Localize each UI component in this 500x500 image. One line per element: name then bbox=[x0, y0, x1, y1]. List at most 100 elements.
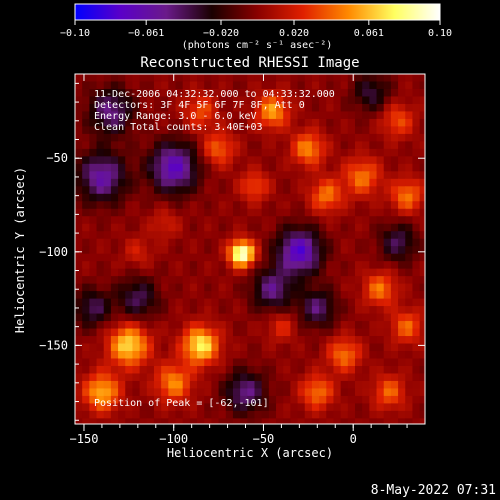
heatmap-cell bbox=[412, 388, 421, 397]
heatmap-cell bbox=[75, 410, 83, 419]
heatmap-cell bbox=[290, 388, 299, 397]
heatmap-cell bbox=[197, 246, 205, 255]
heatmap-cell bbox=[225, 268, 234, 277]
heatmap-cell bbox=[276, 193, 284, 202]
heatmap-cell bbox=[125, 321, 134, 330]
heatmap-cell bbox=[211, 133, 220, 142]
heatmap-cell bbox=[96, 178, 105, 187]
heatmap-cell bbox=[268, 171, 277, 180]
heatmap-cell bbox=[283, 81, 291, 90]
heatmap-cell bbox=[283, 186, 291, 195]
heatmap-cell bbox=[110, 238, 119, 247]
heatmap-cell bbox=[197, 201, 205, 210]
heatmap-cell bbox=[311, 178, 320, 187]
heatmap-cell bbox=[268, 261, 277, 270]
heatmap-cell bbox=[276, 133, 284, 142]
heatmap-cell bbox=[225, 418, 234, 424]
heatmap-cell bbox=[153, 261, 162, 270]
heatmap-cell bbox=[290, 111, 299, 120]
heatmap-cell bbox=[347, 126, 356, 135]
heatmap-cell bbox=[197, 74, 205, 83]
heatmap-cell bbox=[340, 148, 349, 157]
heatmap-cell bbox=[304, 261, 313, 270]
heatmap-cell bbox=[125, 403, 134, 412]
heatmap-cell bbox=[211, 380, 220, 390]
heatmap-cell bbox=[161, 276, 169, 285]
heatmap-cell bbox=[333, 186, 342, 195]
heatmap-cell bbox=[110, 103, 119, 113]
heatmap-cell bbox=[175, 291, 184, 300]
heatmap-cell bbox=[82, 395, 90, 405]
heatmap-cell bbox=[197, 253, 205, 262]
heatmap-cell bbox=[419, 171, 425, 180]
heatmap-cell bbox=[225, 88, 234, 98]
heatmap-cell bbox=[383, 193, 392, 202]
heatmap-cell bbox=[247, 388, 256, 397]
heatmap-cell bbox=[419, 103, 425, 113]
heatmap-cell bbox=[297, 223, 306, 232]
heatmap-cell bbox=[96, 231, 105, 240]
heatmap-cell bbox=[161, 148, 169, 157]
heatmap-cell bbox=[340, 223, 349, 232]
heatmap-cell bbox=[132, 358, 141, 367]
heatmap-cell bbox=[153, 306, 162, 315]
heatmap-cell bbox=[419, 388, 425, 397]
heatmap-cell bbox=[304, 365, 313, 375]
heatmap-cell bbox=[412, 336, 421, 345]
heatmap-cell bbox=[175, 283, 184, 292]
heatmap-cell bbox=[89, 148, 98, 157]
heatmap-cell bbox=[189, 321, 198, 330]
heatmap-cell bbox=[182, 418, 191, 424]
heatmap-cell bbox=[118, 291, 126, 300]
heatmap-cell bbox=[168, 178, 177, 187]
heatmap-cell bbox=[182, 351, 191, 360]
heatmap-cell bbox=[204, 238, 213, 247]
heatmap-cell bbox=[319, 163, 327, 172]
heatmap-cell bbox=[304, 156, 313, 165]
heatmap-cell bbox=[153, 171, 162, 180]
heatmap-cell bbox=[232, 118, 241, 128]
heatmap-cell bbox=[240, 336, 248, 345]
heatmap-cell bbox=[398, 193, 406, 202]
heatmap-cell bbox=[240, 388, 248, 397]
heatmap-cell bbox=[405, 246, 414, 255]
heatmap-cell bbox=[326, 328, 335, 337]
heatmap-cell bbox=[390, 268, 399, 277]
heatmap-cell bbox=[268, 418, 277, 424]
heatmap-cell bbox=[168, 103, 177, 113]
heatmap-cell bbox=[247, 298, 256, 307]
heatmap-cell bbox=[340, 380, 349, 390]
heatmap-cell bbox=[283, 313, 291, 322]
heatmap-cell bbox=[232, 81, 241, 90]
heatmap-cell bbox=[383, 111, 392, 120]
heatmap-cell bbox=[75, 111, 83, 120]
heatmap-cell bbox=[146, 133, 155, 142]
heatmap-cell bbox=[211, 171, 220, 180]
heatmap-cell bbox=[204, 133, 213, 142]
heatmap-cell bbox=[89, 328, 98, 337]
heatmap-cell bbox=[103, 283, 112, 292]
heatmap-cell bbox=[412, 268, 421, 277]
heatmap-cell bbox=[204, 373, 213, 382]
heatmap-cell bbox=[362, 126, 370, 135]
heatmap-cell bbox=[369, 410, 378, 419]
heatmap-cell bbox=[82, 246, 90, 255]
heatmap-cell bbox=[254, 223, 263, 232]
heatmap-cell bbox=[326, 268, 335, 277]
heatmap-cell bbox=[340, 163, 349, 172]
heatmap-cell bbox=[182, 276, 191, 285]
heatmap-cell bbox=[146, 298, 155, 307]
heatmap-cell bbox=[340, 403, 349, 412]
heatmap-cell bbox=[268, 403, 277, 412]
heatmap-cell bbox=[311, 238, 320, 247]
heatmap-cell bbox=[405, 81, 414, 90]
heatmap-cell bbox=[376, 171, 385, 180]
heatmap-cell bbox=[110, 298, 119, 307]
heatmap-cell bbox=[340, 283, 349, 292]
heatmap-cell bbox=[362, 156, 370, 165]
heatmap-cell bbox=[96, 246, 105, 255]
heatmap-cell bbox=[340, 306, 349, 315]
heatmap-cell bbox=[347, 373, 356, 382]
heatmap-cell bbox=[419, 380, 425, 390]
heatmap-cell bbox=[232, 298, 241, 307]
